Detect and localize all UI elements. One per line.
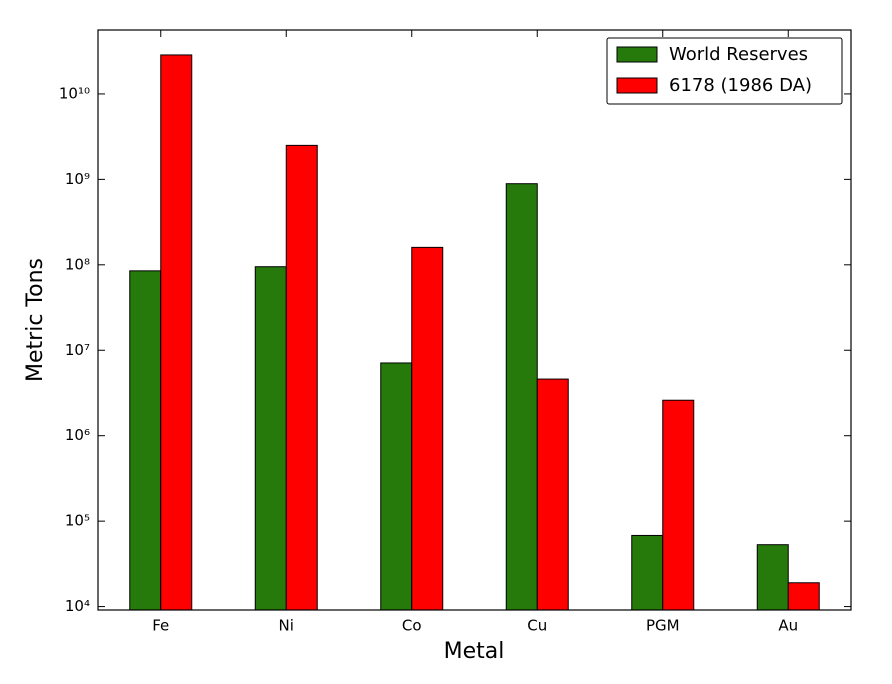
y-tick-label: 10⁵ — [65, 512, 90, 530]
x-tick-label: PGM — [646, 617, 680, 635]
legend-swatch — [616, 46, 658, 63]
bar — [254, 266, 287, 611]
x-tick-label: Fe — [152, 617, 169, 635]
bar — [285, 144, 318, 611]
bar — [380, 362, 413, 611]
y-tick-label: 10⁶ — [65, 426, 90, 444]
bar — [505, 183, 538, 611]
x-tick-label: Au — [778, 617, 798, 635]
x-tick-label: Ni — [279, 617, 294, 635]
y-tick-label: 10⁷ — [65, 341, 90, 359]
legend-swatch — [616, 77, 658, 94]
x-tick-label: Co — [402, 617, 422, 635]
legend-label: 6178 (1986 DA) — [669, 75, 812, 96]
bar — [662, 399, 695, 611]
bar — [411, 246, 444, 611]
legend-label: World Reserves — [669, 44, 808, 65]
y-tick-label: 10⁸ — [65, 255, 90, 273]
legend-box — [606, 37, 843, 105]
x-axis-label: Metal — [444, 639, 505, 664]
bar — [787, 582, 820, 611]
plot-frame — [97, 29, 852, 611]
y-tick-label: 10⁴ — [65, 597, 90, 615]
x-tick-label: Cu — [527, 617, 547, 635]
y-tick-label: 10⁹ — [65, 170, 90, 188]
bar — [129, 270, 162, 611]
bar — [536, 378, 569, 611]
bar — [631, 534, 664, 611]
bar — [756, 544, 789, 611]
y-axis-label: Metric Tons — [23, 258, 48, 382]
bar — [160, 54, 193, 611]
y-tick-label: 10¹⁰ — [59, 84, 90, 102]
